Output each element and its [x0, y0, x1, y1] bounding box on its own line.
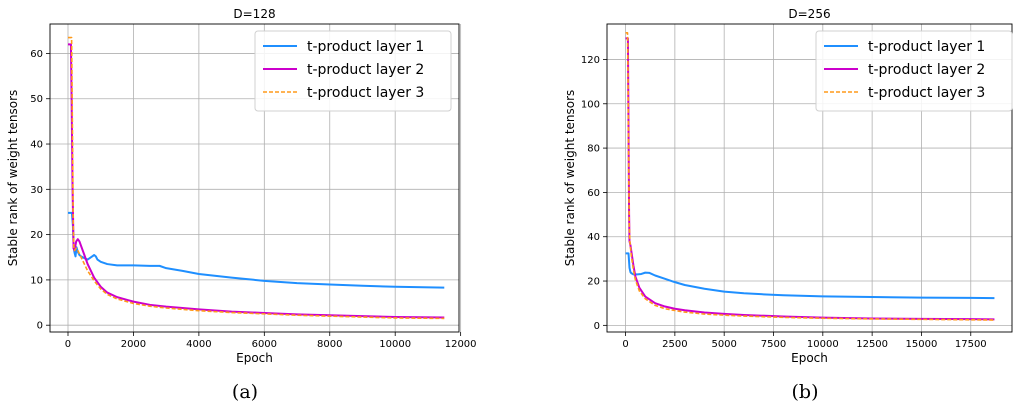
- legend-label-layer-2: t-product layer 2: [307, 62, 424, 78]
- x-tick-label: 5000: [711, 339, 736, 350]
- legend-label-layer-3: t-product layer 3: [868, 85, 985, 101]
- y-tick-label: 40: [30, 140, 43, 151]
- x-axis-label: Epoch: [791, 351, 828, 365]
- series-line-layer-1: [625, 252, 995, 300]
- series-line-layer-3: [625, 32, 995, 321]
- legend-label-layer-1: t-product layer 1: [307, 39, 424, 55]
- legend-box: [254, 30, 452, 112]
- y-tick-label: 30: [30, 185, 43, 196]
- chart-panel-d256: 0 2500 5000 7500 10000 12500 15000 17500 0 20 40 60…: [563, 7, 1013, 403]
- x-tick-label: 0: [622, 339, 628, 350]
- y-tick-label: 100: [581, 99, 600, 110]
- y-axis-label: Stable rank of weight tensors: [563, 90, 577, 267]
- series-line-layer-1: [68, 211, 445, 289]
- x-tick-label: 2000: [121, 339, 146, 350]
- y-tick-label: 120: [581, 55, 600, 66]
- chart-title: D=128: [233, 7, 275, 21]
- x-tick-label: 8000: [317, 339, 342, 350]
- y-tick-label: 20: [30, 230, 43, 241]
- figure-caption: (b): [792, 381, 819, 403]
- legend-label-layer-2: t-product layer 2: [868, 62, 985, 78]
- x-axis-label: Epoch: [236, 351, 273, 365]
- x-tick-label: 12000: [445, 339, 477, 350]
- y-tick-label: 0: [594, 321, 600, 332]
- legend-label-layer-3: t-product layer 3: [307, 85, 424, 101]
- plot-frame: [49, 23, 460, 333]
- y-tick-label: 10: [30, 275, 43, 286]
- series-line-layer-3: [68, 36, 445, 320]
- series-line-layer-2: [68, 43, 445, 319]
- y-tick-label: 80: [587, 144, 600, 155]
- x-tick-label: 0: [65, 339, 71, 350]
- legend-label-layer-1: t-product layer 1: [868, 39, 985, 55]
- y-tick-label: 60: [30, 49, 43, 60]
- chart-title: D=256: [788, 7, 830, 21]
- legend-box: [815, 30, 1013, 112]
- chart-panel-d128: 0 2000 4000 6000 8000 10000 12000 0 10 20 30 40 50 60…: [6, 7, 477, 403]
- x-tick-label: 12500: [856, 339, 888, 350]
- x-tick-label: 10000: [379, 339, 411, 350]
- x-tick-label: 4000: [186, 339, 211, 350]
- y-tick-label: 60: [587, 188, 600, 199]
- y-axis-label: Stable rank of weight tensors: [6, 90, 20, 267]
- y-tick-label: 0: [37, 321, 43, 332]
- x-tick-label: 10000: [807, 339, 839, 350]
- y-tick-label: 40: [587, 232, 600, 243]
- x-tick-label: 2500: [662, 339, 687, 350]
- x-tick-label: 7500: [761, 339, 786, 350]
- x-tick-label: 15000: [906, 339, 938, 350]
- x-tick-label: 17500: [955, 339, 987, 350]
- plot-frame: [606, 23, 1013, 333]
- y-tick-label: 20: [587, 277, 600, 288]
- figure-caption: (a): [232, 381, 258, 403]
- x-tick-label: 6000: [252, 339, 277, 350]
- y-tick-label: 50: [30, 94, 43, 105]
